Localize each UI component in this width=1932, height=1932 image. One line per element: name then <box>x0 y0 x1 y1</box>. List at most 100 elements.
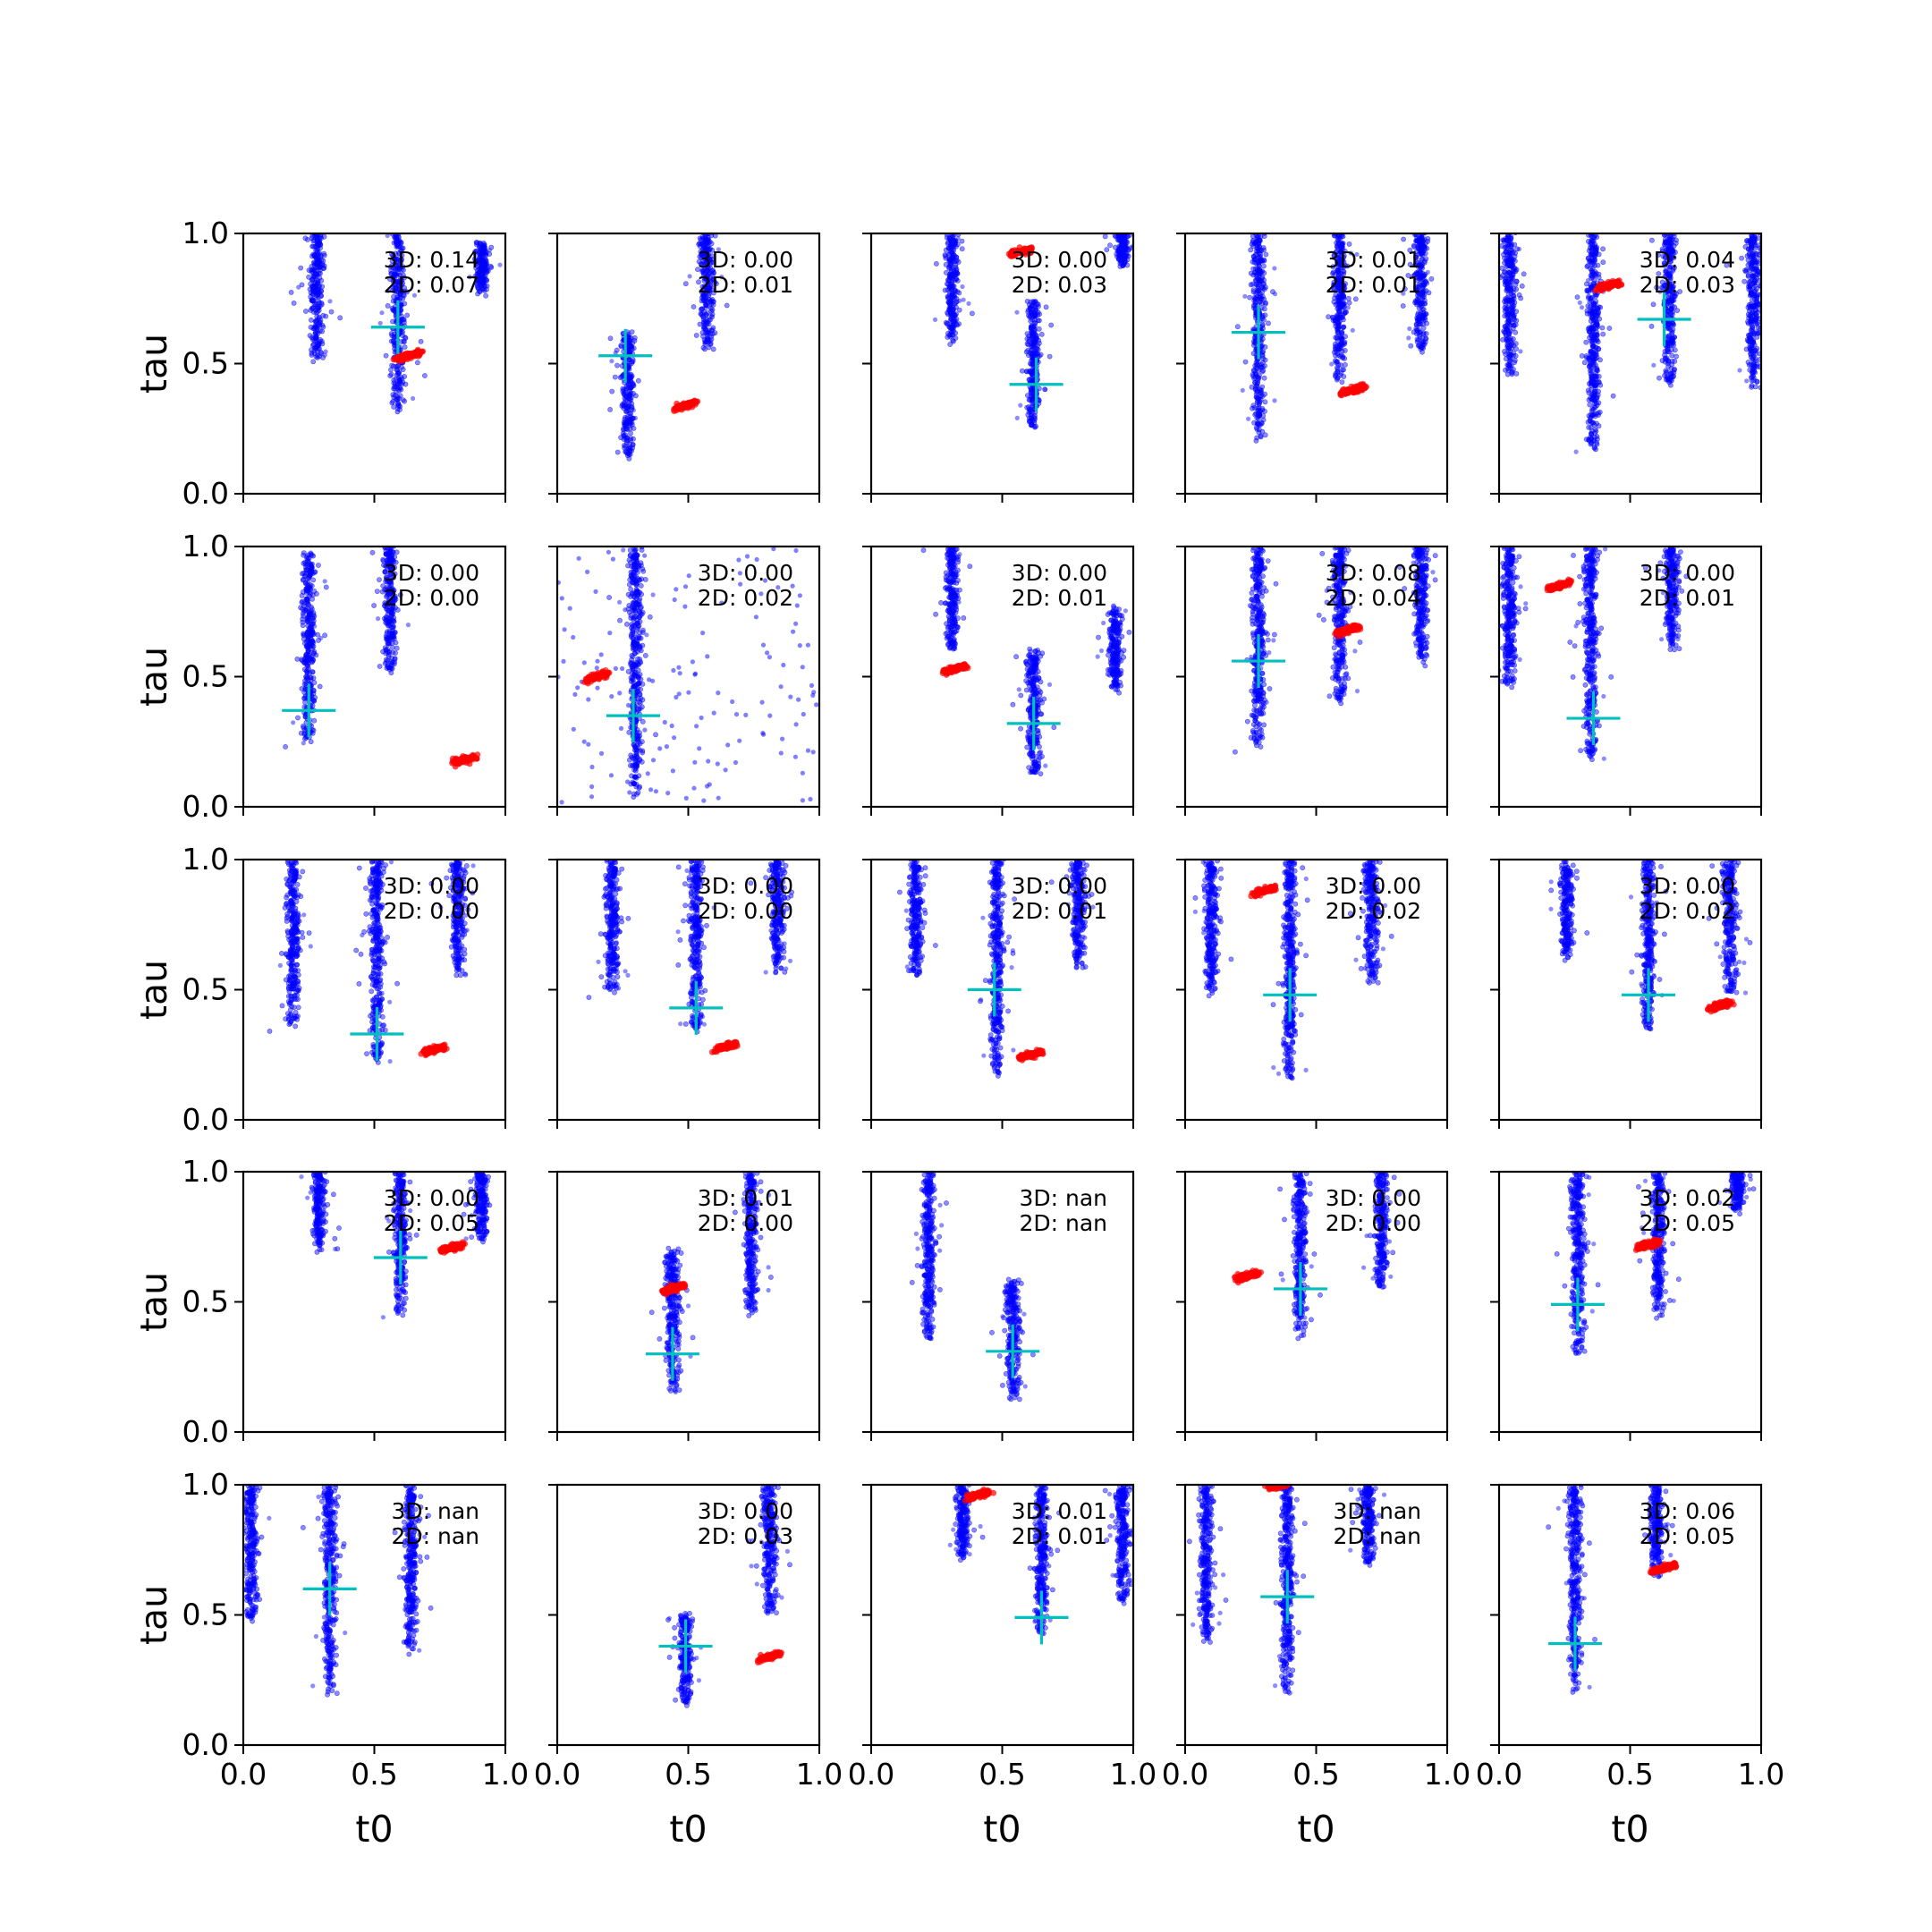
sample-point <box>402 275 407 281</box>
sample-point <box>699 250 705 257</box>
sample-point <box>1508 233 1514 240</box>
sample-point <box>400 397 406 402</box>
sample-point <box>480 286 487 292</box>
sample-point <box>1674 353 1679 360</box>
sample-point <box>1761 284 1766 288</box>
sample-point <box>617 375 623 380</box>
sample-point <box>1248 270 1254 276</box>
label-2d: 2D: 0.01 <box>698 272 793 298</box>
sample-point <box>316 284 322 290</box>
sample-point <box>1250 254 1257 260</box>
sample-point <box>480 240 487 246</box>
sample-point <box>482 269 488 275</box>
sample-point <box>932 317 938 322</box>
sample-cluster <box>682 233 730 352</box>
sample-point <box>1234 324 1241 330</box>
sample-point <box>1504 264 1510 269</box>
estimate-point <box>1347 386 1353 394</box>
sample-point <box>1255 420 1260 426</box>
sample-point <box>377 320 383 326</box>
sample-point <box>1750 258 1756 265</box>
sample-point <box>947 342 953 347</box>
sample-point <box>1511 350 1516 356</box>
sample-point <box>950 283 956 289</box>
sample-point <box>314 313 320 319</box>
sample-point <box>1263 251 1269 258</box>
sample-point <box>385 302 391 309</box>
sample-point <box>392 307 398 312</box>
sample-point <box>478 258 483 264</box>
sample-point <box>1242 293 1248 299</box>
sample-point <box>706 321 712 327</box>
sample-point <box>299 282 305 288</box>
estimate-point <box>680 401 686 408</box>
sample-point <box>1670 326 1676 333</box>
sample-point <box>322 352 327 358</box>
sample-point <box>391 293 396 300</box>
sample-point <box>1035 343 1040 349</box>
sample-point <box>1748 354 1754 360</box>
sample-point <box>1024 335 1030 342</box>
sample-point <box>1255 284 1261 289</box>
sample-point <box>404 312 411 318</box>
sample-point <box>1650 301 1657 308</box>
sample-point <box>1346 300 1352 306</box>
sample-point <box>1754 361 1760 367</box>
sample-point <box>472 251 479 257</box>
sample-point <box>1741 278 1748 284</box>
sample-point <box>613 351 618 356</box>
sample-point <box>627 386 633 392</box>
sample-point <box>1250 233 1256 240</box>
sample-point <box>1272 266 1277 271</box>
sample-point <box>402 344 408 350</box>
panel-data <box>607 233 730 462</box>
sample-point <box>970 310 975 317</box>
sample-point <box>394 381 401 387</box>
sample-point <box>1421 312 1428 318</box>
sample-point <box>1754 299 1760 305</box>
sample-point <box>1511 292 1516 299</box>
sample-point <box>1254 296 1260 302</box>
sample-point <box>306 274 311 280</box>
sample-point <box>1036 326 1042 332</box>
y-tick-label: 1.0 <box>182 216 229 250</box>
sample-point <box>631 335 638 341</box>
sample-point <box>1335 241 1342 247</box>
truth-marker <box>370 300 425 354</box>
sample-point <box>316 308 322 313</box>
sample-point <box>1506 311 1513 317</box>
sample-point <box>1583 353 1589 359</box>
label-2d: 2D: 0.01 <box>1326 272 1421 298</box>
truth-marker <box>1232 305 1286 360</box>
sample-point <box>389 262 395 268</box>
sample-point <box>710 301 716 308</box>
sample-point <box>1754 271 1759 276</box>
sample-point <box>961 297 966 302</box>
sample-point <box>402 335 408 341</box>
sample-point <box>283 744 288 750</box>
sample-point <box>1743 346 1750 352</box>
sample-point <box>310 243 317 250</box>
sample-point <box>317 264 323 270</box>
sample-point <box>1258 248 1265 254</box>
sample-point <box>699 261 705 267</box>
sample-point <box>307 333 313 339</box>
sample-point <box>631 407 636 413</box>
sample-point <box>315 294 321 300</box>
sample-point <box>1588 266 1593 272</box>
sample-point <box>421 373 428 378</box>
sample-point <box>397 406 402 412</box>
sample-point <box>298 265 304 271</box>
truth-marker <box>598 328 653 383</box>
sample-point <box>1648 323 1655 329</box>
sample-point <box>709 311 716 318</box>
sample-point <box>1750 318 1756 324</box>
sample-point <box>708 313 714 318</box>
sample-point <box>399 252 405 258</box>
sample-point <box>1521 271 1527 277</box>
sample-point <box>1506 242 1512 248</box>
sample-point <box>391 404 397 410</box>
sample-point <box>625 357 631 363</box>
